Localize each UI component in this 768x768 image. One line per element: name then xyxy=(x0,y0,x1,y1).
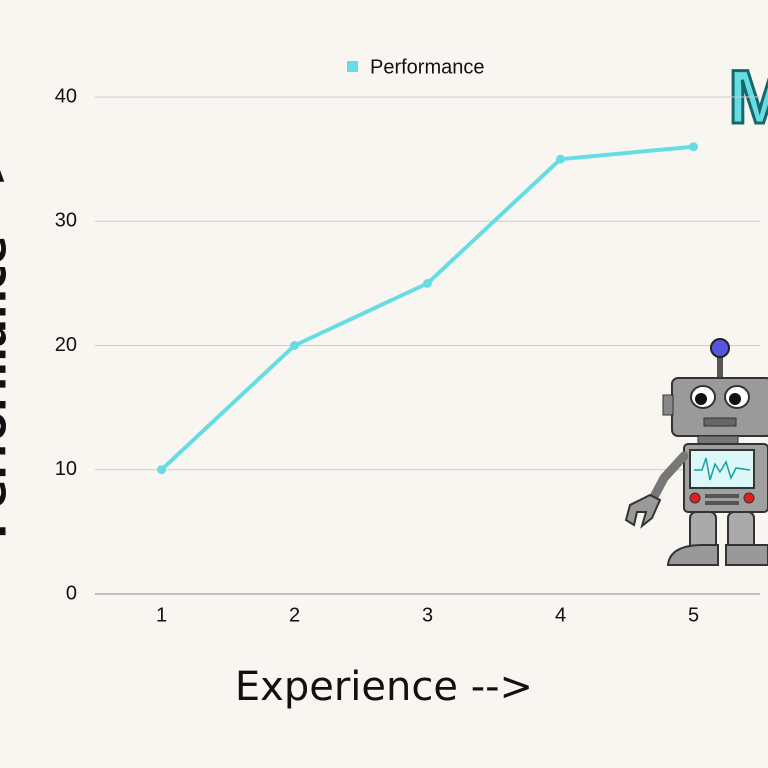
y-axis-label: Performance --> xyxy=(0,151,16,539)
point xyxy=(157,465,166,475)
y-tick-label: 20 xyxy=(55,334,77,356)
y-tick-label: 10 xyxy=(55,458,77,480)
annotation: M xyxy=(728,55,768,140)
x-tick-label: 1 xyxy=(156,604,167,626)
point xyxy=(556,154,565,164)
x-tick-label: 4 xyxy=(555,604,566,626)
robot-illustration xyxy=(624,338,768,566)
x-tick-label: 2 xyxy=(289,604,300,626)
x-tick-label: 3 xyxy=(422,604,433,626)
point xyxy=(290,341,299,350)
point xyxy=(689,142,698,152)
y-tick-label: 40 xyxy=(55,85,77,107)
y-tick-label: 30 xyxy=(55,210,77,232)
point xyxy=(423,278,432,288)
x-tick-label: 5 xyxy=(688,604,699,626)
legend-swatch xyxy=(347,61,358,72)
x-axis-label: Experience --> xyxy=(235,664,533,710)
legend-label: Performance xyxy=(370,56,485,78)
y-tick-label: 0 xyxy=(66,582,77,604)
